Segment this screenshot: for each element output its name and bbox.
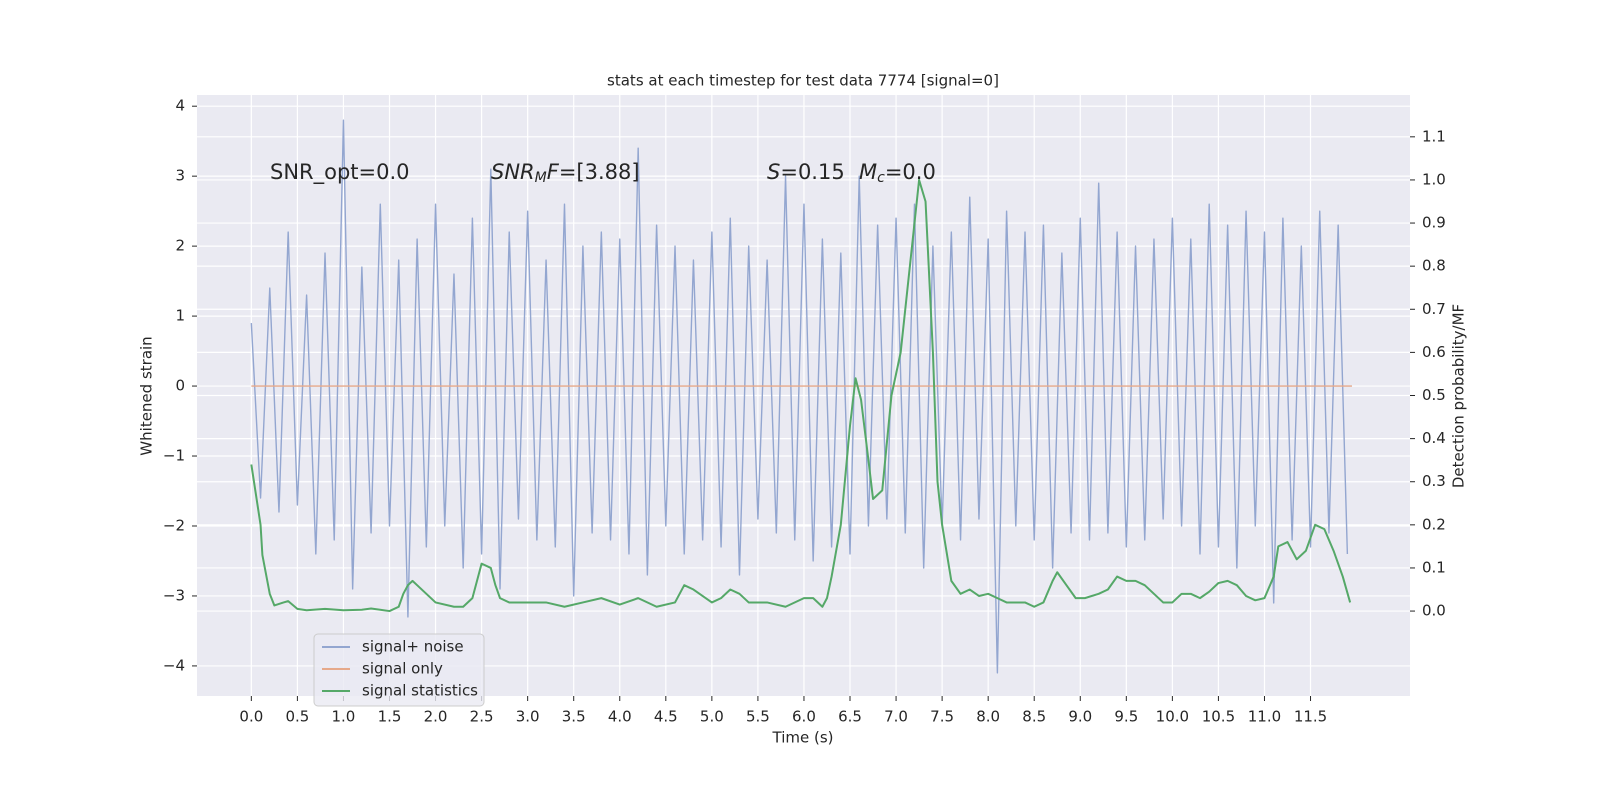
series-line <box>250 178 1352 613</box>
marks <box>250 119 1352 674</box>
y2-tick-label: 0.6 <box>1422 343 1446 361</box>
y2-tick-label: 0.9 <box>1422 214 1446 232</box>
x-tick-label: 1.0 <box>332 708 356 726</box>
x-tick-label: 4.5 <box>654 708 678 726</box>
y2-tick-label: 0.0 <box>1422 602 1446 620</box>
y2-tick-label: 1.1 <box>1422 127 1446 145</box>
chart-title: stats at each timestep for test data 777… <box>607 72 999 90</box>
legend-label: signal+ noise <box>362 638 464 656</box>
x-tick-label: 8.0 <box>976 708 1000 726</box>
x-tick-label: 3.5 <box>562 708 586 726</box>
annotation-part: M <box>535 170 547 186</box>
y-tick-label: 4 <box>175 97 185 115</box>
y2-tick-label: 0.8 <box>1422 257 1446 275</box>
x-tick-label: 7.5 <box>930 708 954 726</box>
annotation: S=0.15 <box>767 160 845 184</box>
x-tick-label: 2.5 <box>470 708 494 726</box>
y-tick-label: 2 <box>175 237 185 255</box>
series-line <box>250 119 1349 674</box>
annotation: Mc=0.0 <box>859 160 936 186</box>
y2-tick-label: 1.0 <box>1422 170 1446 188</box>
annotation-part: =0.15 <box>780 160 844 184</box>
x-tick-label: 5.5 <box>746 708 770 726</box>
x-tick-label: 6.0 <box>792 708 816 726</box>
annotation: SNRMF=[3.88] <box>491 160 640 186</box>
annotation-part: F <box>547 160 560 184</box>
y2-tick-label: 0.3 <box>1422 472 1446 490</box>
annotation-part: S <box>767 160 780 184</box>
x-tick-label: 10.5 <box>1202 708 1235 726</box>
legend-label: signal statistics <box>362 682 478 700</box>
x-tick-label: 1.5 <box>378 708 402 726</box>
x-tick-label: 6.5 <box>838 708 862 726</box>
x-tick-label: 5.0 <box>700 708 724 726</box>
overlay: 0.0 0.5 1.0 1.5 2.0 2.5 3.0 3.5 4.0 4.5 5.0 5.5 6.0 6… <box>163 97 1446 726</box>
x-tick-label: 4.0 <box>608 708 632 726</box>
y-tick-label: 1 <box>175 307 185 325</box>
y2-tick-label: 0.4 <box>1422 429 1446 447</box>
y-tick-label: 3 <box>175 167 185 185</box>
x-tick-label: 0.0 <box>239 708 263 726</box>
y-tick-label: −2 <box>163 516 185 534</box>
x-tick-label: 9.0 <box>1068 708 1092 726</box>
annotation-part: c <box>877 170 885 186</box>
x-tick-label: 9.5 <box>1114 708 1138 726</box>
y2-tick-label: 0.7 <box>1422 300 1446 318</box>
x-axis-label: Time (s) <box>772 729 834 747</box>
annotation-part: M <box>859 160 877 184</box>
y2-axis-label: Detection probability/MF <box>1450 304 1468 488</box>
annotation-part: =0.0 <box>885 160 936 184</box>
legend-label: signal only <box>362 660 443 678</box>
x-tick-label: 0.5 <box>285 708 309 726</box>
x-tick-label: 3.0 <box>516 708 540 726</box>
annotation-part: SNR <box>491 160 535 184</box>
x-tick-label: 8.5 <box>1022 708 1046 726</box>
y2-tick-label: 0.2 <box>1422 515 1446 533</box>
annotation-part: SNR_opt=0.0 <box>270 160 410 185</box>
y2-tick-label: 0.5 <box>1422 386 1446 404</box>
annotation-part: =[3.88] <box>559 160 640 184</box>
y2-tick-label: 0.1 <box>1422 558 1446 576</box>
legend-box <box>313 633 485 707</box>
y-tick-label: −1 <box>163 447 185 465</box>
x-tick-label: 11.5 <box>1294 708 1327 726</box>
y-tick-label: 0 <box>175 377 185 395</box>
y-tick-label: −4 <box>163 656 185 674</box>
x-tick-label: 10.0 <box>1156 708 1189 726</box>
y-axis-label: Whitened strain <box>138 336 156 455</box>
annotation: SNR_opt=0.0 <box>270 160 410 185</box>
y-tick-label: −3 <box>163 586 185 604</box>
x-tick-label: 11.0 <box>1248 708 1281 726</box>
x-tick-label: 7.0 <box>884 708 908 726</box>
x-tick-label: 2.0 <box>424 708 448 726</box>
